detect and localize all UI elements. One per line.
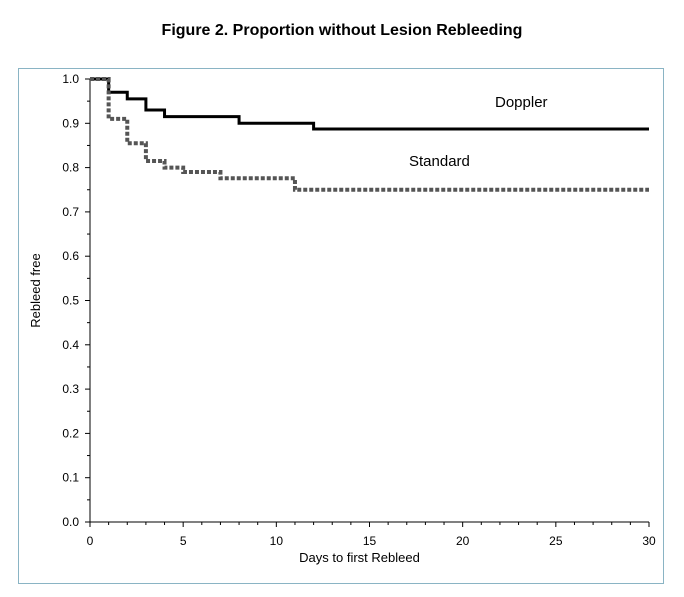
x-tick-label: 25 <box>549 534 563 548</box>
y-tick-label: 0.6 <box>62 249 79 263</box>
series-label-standard: Standard <box>409 153 470 170</box>
x-axis-label: Days to first Rebleed <box>299 550 420 565</box>
chart-title: Figure 2. Proportion without Lesion Rebl… <box>161 22 523 39</box>
y-tick-label: 0.8 <box>62 161 79 175</box>
y-tick-label: 0.3 <box>62 382 79 396</box>
y-tick-label: 0.4 <box>62 338 79 352</box>
y-axis-label: Rebleed free <box>28 253 43 327</box>
y-tick-label: 0.0 <box>62 515 79 529</box>
y-tick-label: 0.2 <box>62 426 79 440</box>
series-line-standard <box>90 77 649 192</box>
series-label-doppler: Doppler <box>495 94 548 111</box>
y-tick-label: 0.7 <box>62 205 79 219</box>
x-tick-label: 15 <box>363 534 377 548</box>
y-tick-label: 0.1 <box>62 471 79 485</box>
chart-frame <box>18 68 664 584</box>
x-tick-label: 0 <box>87 534 94 548</box>
y-tick-label: 0.5 <box>62 294 79 308</box>
x-tick-label: 20 <box>456 534 470 548</box>
y-tick-label: 0.9 <box>62 116 79 130</box>
x-tick-label: 5 <box>180 534 187 548</box>
y-tick-label: 1.0 <box>62 72 79 86</box>
x-tick-label: 10 <box>270 534 284 548</box>
series-line-doppler <box>90 77 649 131</box>
x-tick-label: 30 <box>642 534 656 548</box>
